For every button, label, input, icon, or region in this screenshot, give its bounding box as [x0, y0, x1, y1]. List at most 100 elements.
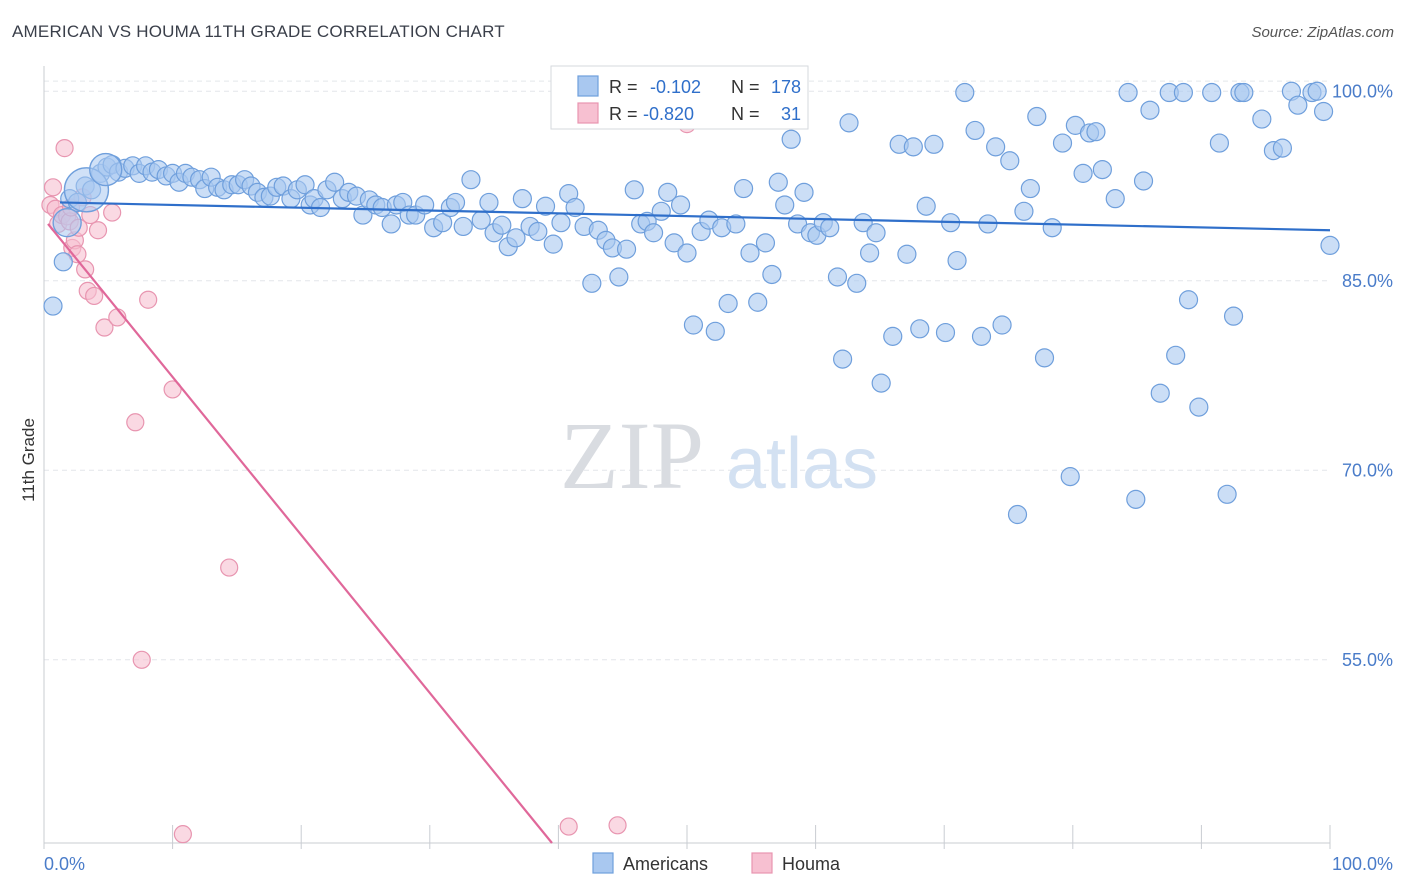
americans-point — [1223, 306, 1244, 326]
americans-point — [1118, 82, 1138, 103]
americans-point — [543, 234, 563, 254]
americans-point — [670, 195, 691, 215]
americans-point — [781, 129, 801, 149]
americans-point — [43, 296, 63, 316]
houma-point — [55, 139, 74, 158]
americans-point — [1234, 82, 1254, 103]
americans-point — [506, 228, 526, 248]
americans-point — [1307, 81, 1327, 101]
americans-point — [726, 214, 746, 234]
americans-point — [827, 267, 848, 287]
houma-point — [132, 650, 151, 669]
americans-point — [492, 215, 512, 235]
americans-points — [43, 81, 1340, 525]
americans-point — [910, 319, 930, 339]
americans-point — [1086, 122, 1106, 142]
americans-point — [1014, 201, 1034, 221]
americans-point — [860, 243, 880, 263]
legend-houma-r-label: R = — [609, 104, 638, 124]
houma-point — [85, 286, 104, 306]
americans-point — [965, 120, 985, 141]
americans-point — [1034, 348, 1055, 368]
americans-point — [794, 182, 814, 202]
x-tick-label: 100.0% — [1332, 854, 1393, 874]
americans-point — [748, 292, 768, 312]
tick-labels: 55.0% 70.0% 85.0% 100.0% 0.0% 100.0% — [44, 81, 1393, 874]
legend-americans-n-label: N = — [731, 77, 760, 97]
americans-point — [1202, 82, 1222, 103]
americans-point — [1272, 138, 1293, 158]
americans-point — [1060, 467, 1080, 487]
americans-point — [1020, 178, 1040, 199]
americans-point — [433, 213, 453, 233]
americans-point — [609, 267, 629, 287]
houma-point — [139, 290, 158, 309]
americans-point — [528, 221, 548, 242]
americans-point — [847, 273, 867, 293]
americans-point — [833, 349, 853, 369]
americans-point — [992, 315, 1012, 335]
americans-point — [677, 243, 697, 263]
houma-point — [126, 413, 145, 432]
americans-point — [512, 189, 532, 209]
americans-point — [1105, 189, 1125, 209]
americans-point — [740, 243, 760, 263]
trend-lines — [47, 201, 1331, 844]
houma-point — [163, 380, 182, 399]
americans-point — [871, 373, 891, 393]
legend-swatch-houma — [577, 102, 599, 124]
series-legend: Americans Houma — [592, 852, 841, 874]
americans-point — [1252, 109, 1272, 129]
chart-title: AMERICAN VS HOUMA 11TH GRADE CORRELATION… — [12, 22, 505, 41]
americans-point — [479, 192, 499, 213]
source-label: Source: ZipAtlas.com — [1251, 24, 1394, 41]
americans-point — [755, 233, 776, 253]
americans-point-large — [89, 152, 123, 187]
americans-point — [1073, 163, 1093, 183]
americans-point — [565, 197, 585, 218]
americans-point — [916, 196, 936, 216]
americans-point — [762, 264, 782, 285]
stats-legend: R = -0.102 N = 178 R = -0.820 N = 31 — [550, 65, 809, 130]
americans-point — [971, 326, 992, 346]
americans-point — [1007, 504, 1028, 525]
y-tick-label: 100.0% — [1332, 81, 1393, 101]
houma-point — [95, 318, 114, 337]
americans-point — [445, 192, 466, 213]
americans-point — [1042, 218, 1062, 238]
americans-point — [461, 170, 481, 190]
americans-point — [664, 233, 684, 253]
americans-point — [1126, 489, 1146, 509]
houma-point — [559, 817, 578, 836]
watermark: ZIP atlas — [560, 402, 878, 509]
legend-americans-r-label: R = — [609, 77, 638, 97]
americans-point — [935, 322, 956, 343]
bottom-legend-houma: Houma — [782, 854, 841, 874]
americans-point — [616, 239, 637, 259]
bottom-legend-swatch-americans — [592, 852, 614, 874]
americans-point — [775, 195, 795, 215]
houma-point — [220, 558, 239, 577]
watermark-atlas: atlas — [726, 424, 878, 504]
americans-point — [1313, 101, 1334, 122]
americans-point — [1173, 82, 1193, 103]
legend-americans-n-value: 178 — [771, 77, 801, 97]
legend-houma-r-value: -0.820 — [643, 104, 694, 124]
y-axis-label: 11th Grade — [19, 418, 38, 502]
americans-point — [897, 244, 917, 264]
americans-point — [718, 293, 738, 314]
americans-point — [1000, 151, 1020, 171]
americans-point — [839, 113, 859, 133]
bottom-legend-americans: Americans — [623, 854, 708, 874]
houma-point — [103, 203, 122, 222]
americans-point — [1288, 95, 1308, 115]
americans-point — [1150, 383, 1170, 403]
legend-swatch-americans — [577, 75, 599, 97]
axes — [43, 66, 1331, 849]
y-tick-label: 70.0% — [1342, 460, 1393, 480]
americans-point — [768, 172, 788, 192]
americans-point — [1052, 133, 1073, 153]
houma-point — [608, 816, 627, 835]
houma-point — [173, 825, 192, 844]
